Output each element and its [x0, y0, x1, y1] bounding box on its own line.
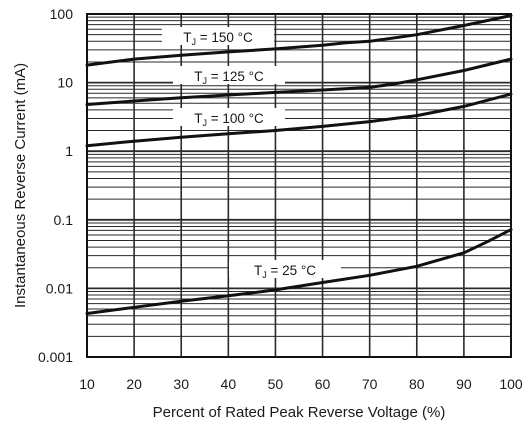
- series-label-background: [173, 108, 285, 126]
- y-tick-label: 10: [57, 75, 73, 91]
- series-label-3: TJ = 25 °C: [254, 263, 316, 280]
- series-labels: TJ = 150 °C TJ = 125 °C TJ = 100 °C TJ = 25…: [162, 27, 341, 280]
- series-line-3: [85, 228, 513, 315]
- y-tick-label: 1: [65, 143, 73, 159]
- x-tick-label: 10: [79, 376, 95, 392]
- x-tick-label: 20: [126, 376, 142, 392]
- series-line-2: [85, 92, 513, 148]
- series-label-0: TJ = 150 °C: [183, 30, 253, 47]
- x-tick-label: 60: [315, 376, 331, 392]
- series-lines: [85, 14, 513, 315]
- x-tick-label: 50: [268, 376, 284, 392]
- series-label-2: TJ = 100 °C: [194, 111, 264, 128]
- y-tick-label: 0.001: [38, 349, 73, 365]
- x-tick-label: 70: [362, 376, 378, 392]
- tick-labels: 10 20 30 40 50 60 70 80 90 100 0.001 0.01 0.1 1 10 100: [38, 6, 523, 392]
- plot-frame: [86, 13, 512, 358]
- series-label-background: [162, 27, 274, 45]
- y-tick-label: 0.1: [54, 212, 74, 228]
- x-tick-label: 30: [173, 376, 189, 392]
- y-tick-label: 100: [50, 6, 74, 22]
- x-tick-label: 90: [456, 376, 472, 392]
- series-label-background: [229, 260, 341, 278]
- x-axis-label: Percent of Rated Peak Reverse Voltage (%…: [153, 404, 446, 421]
- grid: [86, 14, 512, 358]
- x-tick-label: 80: [409, 376, 425, 392]
- series-line-0: [85, 14, 513, 67]
- y-axis-label: Instantaneous Reverse Current (mA): [12, 63, 29, 308]
- y-tick-label: 0.01: [46, 280, 73, 296]
- series-label-background: [173, 66, 285, 84]
- x-tick-label: 100: [499, 376, 523, 392]
- series-label-1: TJ = 125 °C: [194, 69, 264, 86]
- x-tick-label: 40: [221, 376, 237, 392]
- series-line-1: [85, 57, 513, 106]
